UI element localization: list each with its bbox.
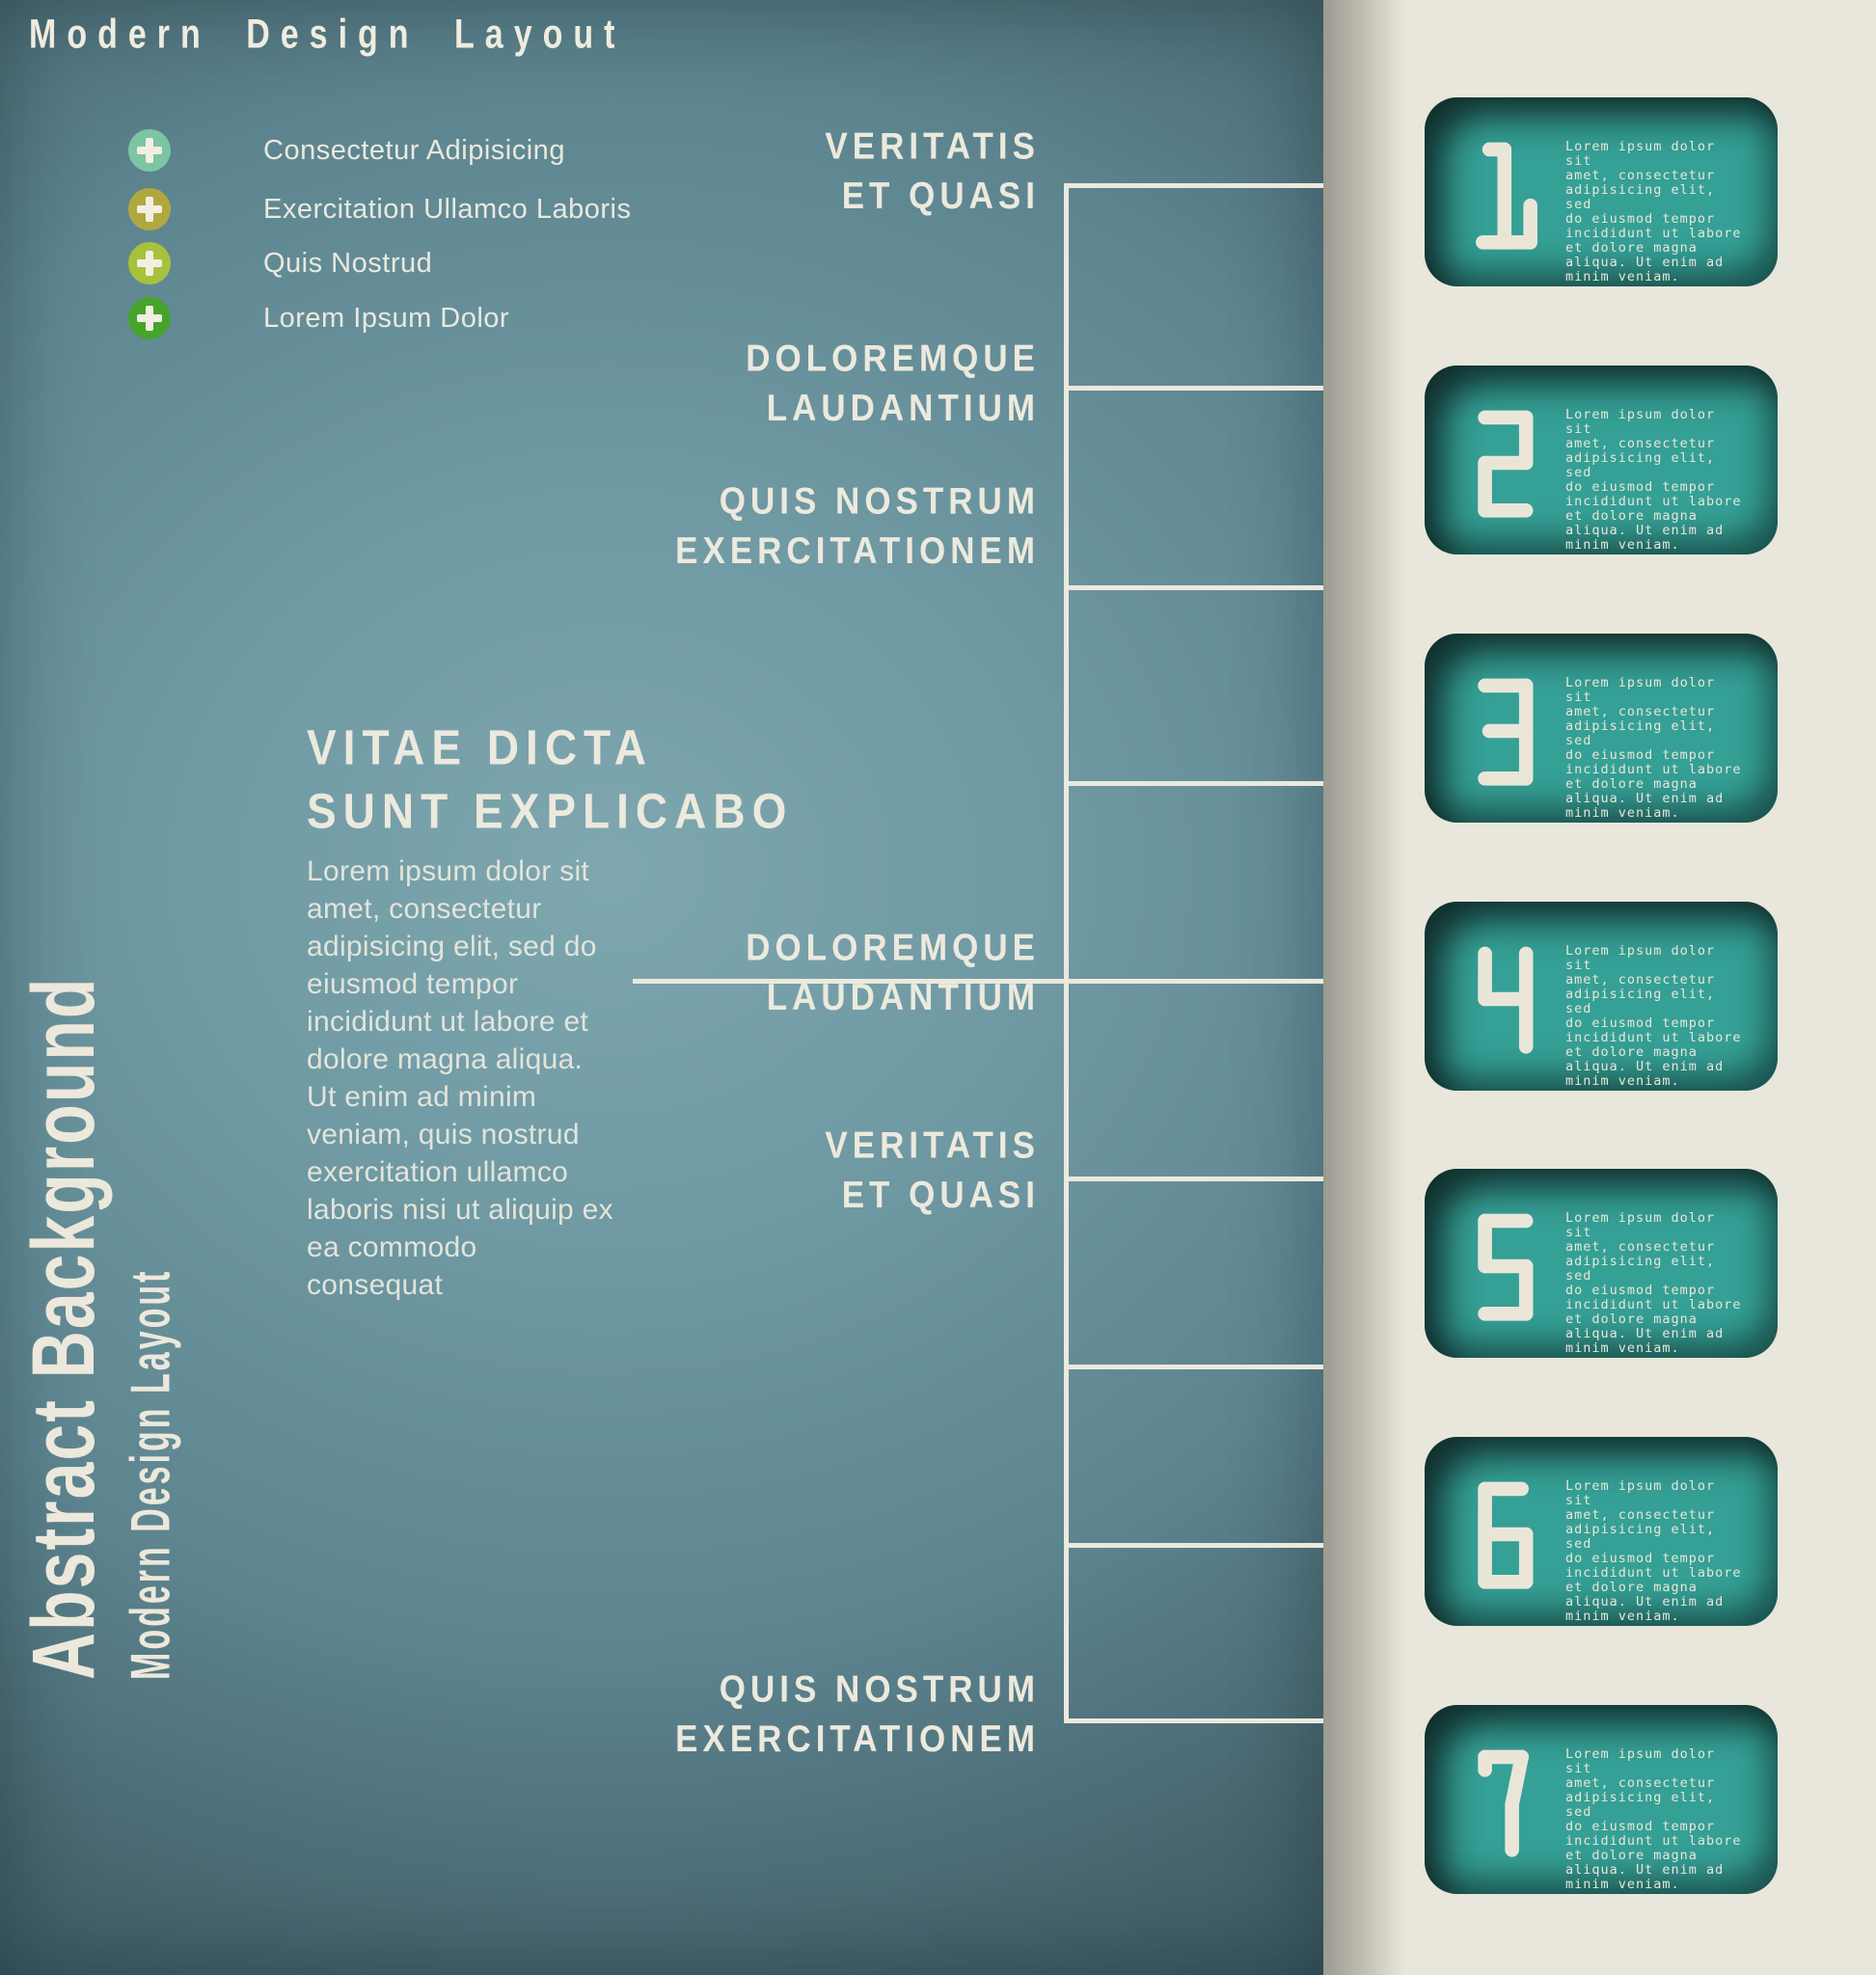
bullet-label: Consectetur Adipisicing bbox=[263, 135, 565, 166]
card-body-text: Lorem ipsum dolor sit amet, consectetur … bbox=[1565, 675, 1742, 821]
card-body-text: Lorem ipsum dolor sit amet, consectetur … bbox=[1565, 1746, 1742, 1892]
card-number-3 bbox=[1478, 678, 1534, 786]
timeline-label: DOLOREMQUE LAUDANTIUM bbox=[746, 926, 1040, 1019]
card-4: Lorem ipsum dolor sit amet, consectetur … bbox=[1425, 902, 1778, 1091]
bullet-label: Lorem Ipsum Dolor bbox=[263, 303, 510, 334]
bullet-item: Lorem Ipsum Dolor bbox=[128, 297, 996, 339]
card-2: Lorem ipsum dolor sit amet, consectetur … bbox=[1425, 365, 1778, 555]
plus-circle-icon bbox=[128, 297, 171, 339]
timeline-rung bbox=[1064, 1718, 1323, 1723]
timeline-rung bbox=[1064, 781, 1323, 786]
card-number-5 bbox=[1478, 1213, 1534, 1321]
card-1: Lorem ipsum dolor sit amet, consectetur … bbox=[1425, 97, 1778, 286]
bullet-item: Quis Nostrud bbox=[128, 242, 996, 284]
timeline-label: QUIS NOSTRUM EXERCITATIONEM bbox=[675, 479, 1040, 573]
timeline-rung bbox=[1064, 183, 1323, 188]
card-7: Lorem ipsum dolor sit amet, consectetur … bbox=[1425, 1705, 1778, 1894]
timeline-label: VERITATIS ET QUASI bbox=[825, 124, 1040, 218]
panel-drop-shadow bbox=[1323, 0, 1405, 1975]
timeline-rung bbox=[1064, 1543, 1323, 1548]
timeline-label: DOLOREMQUE LAUDANTIUM bbox=[746, 337, 1040, 430]
card-number-1 bbox=[1476, 142, 1537, 250]
plus-circle-icon bbox=[128, 129, 171, 172]
bullet-label: Quis Nostrud bbox=[263, 248, 433, 279]
vertical-title: Abstract Background bbox=[14, 976, 114, 1680]
bullet-item: Consectetur Adipisicing bbox=[128, 129, 996, 172]
timeline-vertical-line bbox=[1064, 183, 1069, 1723]
timeline-divider-long bbox=[633, 979, 1323, 984]
card-number-4 bbox=[1478, 946, 1534, 1054]
timeline-rung bbox=[1064, 1177, 1323, 1181]
section-paragraph: Lorem ipsum dolor sit amet, consectetur … bbox=[307, 855, 613, 1301]
card-body-text: Lorem ipsum dolor sit amet, consectetur … bbox=[1565, 943, 1742, 1089]
card-body-text: Lorem ipsum dolor sit amet, consectetur … bbox=[1565, 407, 1742, 553]
card-5: Lorem ipsum dolor sit amet, consectetur … bbox=[1425, 1169, 1778, 1358]
timeline-rung bbox=[1064, 1365, 1323, 1369]
timeline-label: QUIS NOSTRUM EXERCITATIONEM bbox=[675, 1667, 1040, 1761]
vertical-subtitle: Modern Design Layout bbox=[120, 1268, 183, 1680]
bullet-item: Exercitation Ullamco Laboris bbox=[128, 188, 996, 230]
card-number-6 bbox=[1478, 1481, 1534, 1589]
timeline-label: VERITATIS ET QUASI bbox=[825, 1123, 1040, 1217]
timeline-rung bbox=[1064, 386, 1323, 391]
blue-gradient-panel bbox=[0, 0, 1323, 1975]
plus-circle-icon bbox=[128, 188, 171, 230]
section-heading: VITAE DICTA SUNT EXPLICABO bbox=[307, 719, 794, 839]
card-body-text: Lorem ipsum dolor sit amet, consectetur … bbox=[1565, 139, 1742, 284]
plus-circle-icon bbox=[128, 242, 171, 284]
card-number-2 bbox=[1478, 410, 1534, 518]
card-body-text: Lorem ipsum dolor sit amet, consectetur … bbox=[1565, 1210, 1742, 1356]
card-number-7 bbox=[1478, 1749, 1529, 1857]
timeline-rung bbox=[1064, 585, 1323, 590]
bullet-label: Exercitation Ullamco Laboris bbox=[263, 194, 632, 225]
card-3: Lorem ipsum dolor sit amet, consectetur … bbox=[1425, 634, 1778, 823]
page-title: Modern Design Layout bbox=[29, 12, 626, 58]
card-body-text: Lorem ipsum dolor sit amet, consectetur … bbox=[1565, 1478, 1742, 1624]
card-6: Lorem ipsum dolor sit amet, consectetur … bbox=[1425, 1437, 1778, 1626]
